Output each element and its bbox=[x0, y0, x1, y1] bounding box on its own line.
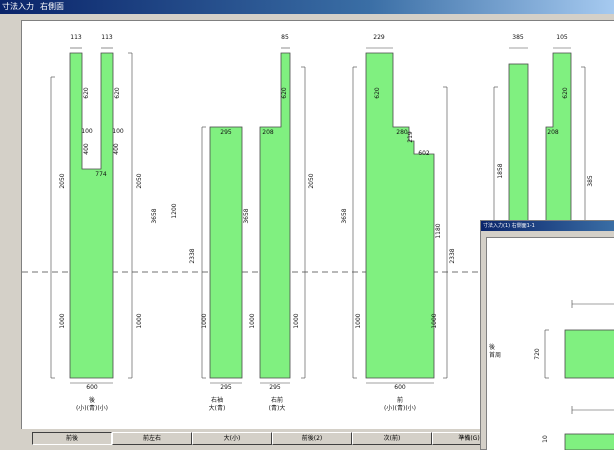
dim-label: 2050 bbox=[136, 173, 143, 188]
panel-code: (青)大 bbox=[269, 404, 286, 412]
dim-label: 600 bbox=[394, 384, 406, 391]
dim-label: 620 bbox=[562, 87, 569, 99]
panel-name: 前 bbox=[397, 396, 403, 404]
dim-label: 774 bbox=[95, 171, 107, 178]
sub-window-title: 寸法入力(1) 右側面1-1 bbox=[483, 223, 535, 229]
dim-label: 1858 bbox=[497, 163, 504, 178]
dim-label: 100 bbox=[81, 128, 93, 135]
sub-label-back: 後 bbox=[489, 343, 495, 351]
panel-back-shape bbox=[69, 52, 114, 379]
dim-label: 219 bbox=[407, 131, 414, 143]
sub-window-title-bar: 寸法入力(1) 右側面1-1 bbox=[481, 221, 614, 231]
dim-label: 1000 bbox=[201, 313, 208, 328]
dim-label: 385 bbox=[587, 175, 594, 187]
dim-label: 385 bbox=[512, 34, 524, 41]
dim-label: 720 bbox=[534, 348, 541, 360]
window-subtitle: 右側面 bbox=[40, 2, 64, 11]
dim-label: 295 bbox=[220, 384, 232, 391]
dim-label: 1000 bbox=[431, 313, 438, 328]
dim-label: 1180 bbox=[435, 223, 442, 238]
dim-label: 2338 bbox=[189, 248, 196, 263]
dim-label: 295 bbox=[220, 129, 232, 136]
panel-sleeve-shape bbox=[209, 126, 243, 379]
dim-label: 229 bbox=[373, 34, 385, 41]
dim-label: 620 bbox=[281, 87, 288, 99]
panel-name: 後 bbox=[89, 396, 95, 404]
sub-panel-shape-2 bbox=[564, 433, 614, 450]
dim-label: 100 bbox=[112, 128, 124, 135]
tab-next[interactable]: 次(前) bbox=[352, 432, 432, 445]
dim-label: 2050 bbox=[308, 173, 315, 188]
panel-code: (小)(青)(小) bbox=[384, 404, 416, 412]
dim-label: 620 bbox=[114, 87, 121, 99]
panel-code: (小)(青)(小) bbox=[76, 404, 108, 412]
panel-name: 右袖 bbox=[211, 396, 223, 404]
dim-label: 3658 bbox=[341, 208, 348, 223]
dim-label: 1000 bbox=[355, 313, 362, 328]
dim-label: 85 bbox=[281, 34, 289, 41]
dim-label: 400 bbox=[83, 143, 90, 155]
dim-label: 295 bbox=[269, 384, 281, 391]
bottom-tab-bar: 前後 前左右 大(小) 前後(2) 次(前) 準備(G) bbox=[20, 430, 614, 448]
dim-label: 280 bbox=[396, 129, 408, 136]
sub-window: 寸法入力(1) 右側面1-1 720 後 首周 10 bbox=[480, 220, 614, 450]
window-title: 寸法入力 bbox=[2, 2, 34, 11]
dim-label: 1000 bbox=[59, 313, 66, 328]
dim-label: 105 bbox=[556, 34, 568, 41]
window-title-bar: 寸法入力 右側面 bbox=[0, 0, 614, 14]
dim-label: 113 bbox=[101, 34, 113, 41]
tab-large-small[interactable]: 大(小) bbox=[192, 432, 272, 445]
dim-label: 208 bbox=[547, 129, 559, 136]
panel-code: 大(青) bbox=[209, 404, 226, 412]
dim-label: 2338 bbox=[449, 248, 456, 263]
dim-label: 1000 bbox=[136, 313, 143, 328]
sub-diagram: 720 後 首周 10 bbox=[489, 300, 614, 450]
panel-right-front-shape bbox=[259, 52, 291, 379]
sub-window-canvas[interactable]: 720 後 首周 10 bbox=[486, 237, 614, 450]
dim-label: 3658 bbox=[243, 208, 250, 223]
dim-label: 1200 bbox=[171, 203, 178, 218]
dim-label: 600 bbox=[86, 384, 98, 391]
dim-label: 2050 bbox=[59, 173, 66, 188]
dim-label: 208 bbox=[262, 129, 274, 136]
dim-label: 10 bbox=[542, 435, 549, 443]
dim-label: 3658 bbox=[151, 208, 158, 223]
dim-label: 113 bbox=[70, 34, 82, 41]
dim-label: 620 bbox=[83, 87, 90, 99]
dim-label: 1000 bbox=[293, 313, 300, 328]
dim-label: 620 bbox=[374, 87, 381, 99]
sub-panel-shape bbox=[564, 329, 614, 379]
sub-label-neck: 首周 bbox=[489, 351, 501, 359]
tab-front-back[interactable]: 前後 bbox=[32, 432, 112, 445]
tab-front-left-right[interactable]: 前左右 bbox=[112, 432, 192, 445]
panel-front-shape bbox=[365, 52, 435, 379]
dim-label: 1000 bbox=[249, 313, 256, 328]
tab-front-back-2[interactable]: 前後(2) bbox=[272, 432, 352, 445]
dim-label: 602 bbox=[418, 150, 430, 157]
dim-label: 400 bbox=[113, 143, 120, 155]
panel-name: 右前 bbox=[271, 396, 283, 404]
